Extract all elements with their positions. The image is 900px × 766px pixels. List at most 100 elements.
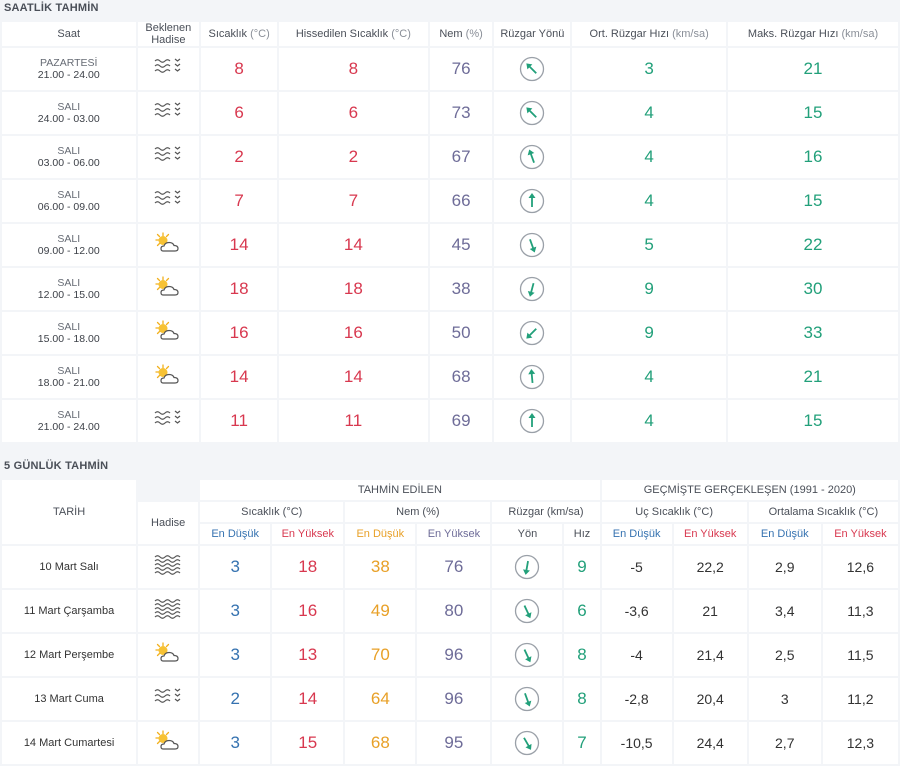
header-spacer [138, 480, 198, 500]
temp-low-value: 3 [200, 546, 271, 588]
wind-direction-arrow-icon [514, 554, 540, 580]
header-wind-dir: Yön [492, 524, 563, 544]
hourly-section-title: SAATLİK TAHMİN [4, 2, 99, 14]
avg-wind-value: 4 [572, 180, 727, 222]
wind-direction-arrow-icon [514, 642, 540, 668]
weather-event [137, 48, 200, 90]
day-label: SALI [57, 100, 81, 113]
partly-cloudy-icon [153, 363, 183, 391]
temp-low-value: 2 [200, 678, 271, 720]
feels-like-value: 8 [279, 48, 428, 90]
time-range: 15.00 - 18.00 [37, 332, 100, 345]
wind-direction-arrow-icon [519, 144, 545, 170]
header-wind: Rüzgar (km/sa) [492, 502, 600, 522]
wind-direction [494, 268, 571, 310]
humidity-high-value: 76 [417, 546, 491, 588]
table-row: SALI 09.00 - 12.00 14 14 45 5 22 [2, 224, 898, 266]
weather-event [138, 546, 199, 588]
header-temp-low: En Düşük [200, 524, 271, 544]
avg-low-value: 3 [748, 678, 821, 720]
extreme-low-value: -3,6 [601, 590, 672, 632]
header-extreme-temp: Uç Sıcaklık (°C) [601, 502, 747, 522]
partly-cloudy-icon [153, 231, 183, 259]
wind-direction-arrow-icon [519, 232, 545, 258]
temperature-value: 2 [201, 136, 278, 178]
wind-direction-arrow-icon [514, 598, 540, 624]
max-wind-value: 22 [728, 224, 898, 266]
day-label: SALI [57, 364, 81, 377]
daily-section-title: 5 GÜNLÜK TAHMİN [4, 460, 109, 472]
wind-direction-arrow-icon [519, 364, 545, 390]
weather-event [137, 92, 200, 134]
time-slot: SALI 21.00 - 24.00 [2, 400, 136, 442]
table-row: SALI 21.00 - 24.00 11 11 69 4 15 [2, 400, 898, 442]
extreme-high-value: 22,2 [673, 546, 747, 588]
header-date: TARİH [2, 480, 137, 544]
wind-direction-arrow-icon [519, 188, 545, 214]
extreme-low-value: -10,5 [601, 722, 672, 764]
wind-direction [492, 722, 563, 764]
header-humidity: Nem (%) [429, 22, 493, 46]
humidity-value: 76 [429, 48, 493, 90]
max-wind-value: 15 [728, 400, 898, 442]
avg-high-value: 12,3 [822, 722, 898, 764]
feels-like-value: 16 [279, 312, 428, 354]
date-label: 14 Mart Cumartesi [2, 722, 137, 764]
header-avg-low: En Düşük [748, 524, 821, 544]
wind-direction-arrow-icon [519, 56, 545, 82]
table-row: SALI 15.00 - 18.00 16 16 50 9 33 [2, 312, 898, 354]
day-label: SALI [57, 276, 81, 289]
extreme-high-value: 21,4 [673, 634, 747, 676]
temperature-value: 16 [201, 312, 278, 354]
wave-fog-icon [153, 598, 183, 625]
time-slot: SALI 09.00 - 12.00 [2, 224, 136, 266]
wind-speed-value: 9 [564, 546, 600, 588]
humidity-value: 50 [429, 312, 493, 354]
fog-icon [153, 188, 183, 215]
temp-high-value: 15 [272, 722, 344, 764]
wind-direction [492, 634, 563, 676]
temp-low-value: 3 [200, 722, 271, 764]
feels-like-value: 7 [279, 180, 428, 222]
temperature-value: 14 [201, 356, 278, 398]
max-wind-value: 15 [728, 92, 898, 134]
hourly-forecast-table: Saat Beklenen Hadise Sıcaklık (°C) Hissed… [0, 20, 900, 444]
wind-direction-arrow-icon [519, 276, 545, 302]
feels-like-value: 6 [279, 92, 428, 134]
table-row: SALI 12.00 - 15.00 18 18 38 9 30 [2, 268, 898, 310]
date-label: 12 Mart Perşembe [2, 634, 137, 676]
humidity-value: 67 [429, 136, 493, 178]
partly-cloudy-icon [153, 729, 183, 757]
wind-direction [494, 224, 571, 266]
avg-low-value: 2,9 [748, 546, 821, 588]
partly-cloudy-icon [153, 641, 183, 669]
wind-direction-arrow-icon [519, 100, 545, 126]
temp-high-value: 18 [272, 546, 344, 588]
weather-event [137, 180, 200, 222]
wind-direction [494, 180, 571, 222]
weather-event [137, 312, 200, 354]
max-wind-value: 30 [728, 268, 898, 310]
wind-direction-arrow-icon [519, 408, 545, 434]
header-event: Hadise [138, 502, 199, 544]
day-label: SALI [57, 232, 81, 245]
wind-direction [494, 400, 571, 442]
weather-event [137, 268, 200, 310]
feels-like-value: 14 [279, 224, 428, 266]
humidity-high-value: 95 [417, 722, 491, 764]
feels-like-value: 2 [279, 136, 428, 178]
header-event: Beklenen Hadise [137, 22, 200, 46]
fog-icon [153, 100, 183, 127]
header-temp: Sıcaklık (°C) [200, 502, 344, 522]
time-range: 18.00 - 21.00 [37, 376, 100, 389]
humidity-high-value: 96 [417, 678, 491, 720]
day-label: PAZARTESİ [40, 56, 98, 69]
temperature-value: 14 [201, 224, 278, 266]
temp-low-value: 3 [200, 590, 271, 632]
daily-forecast-table: TARİH TAHMİN EDİLEN GEÇMİŞTE GERÇEKLEŞEN… [0, 478, 900, 766]
weather-event [137, 224, 200, 266]
avg-wind-value: 3 [572, 48, 727, 90]
max-wind-value: 33 [728, 312, 898, 354]
partly-cloudy-icon [153, 319, 183, 347]
wind-direction [494, 312, 571, 354]
